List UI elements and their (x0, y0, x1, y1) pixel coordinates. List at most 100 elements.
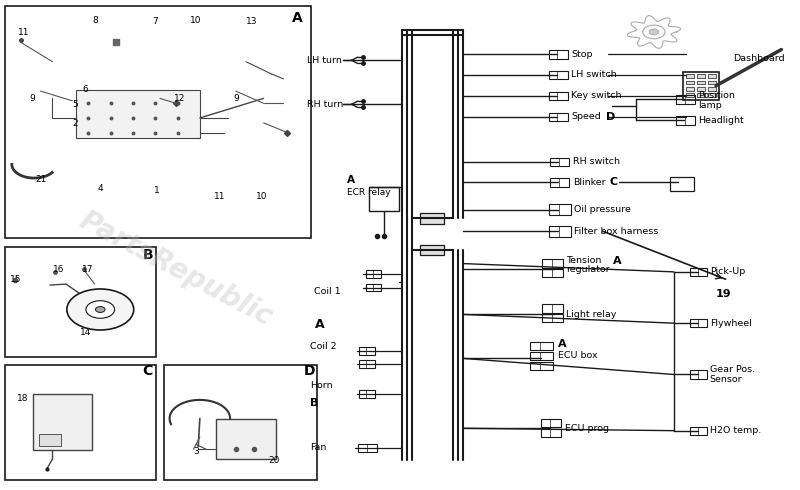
Text: 20: 20 (268, 457, 280, 465)
Bar (421, 245, 444, 255)
Bar (5, 247, 156, 357)
Bar (550, 178, 570, 187)
Circle shape (86, 301, 114, 318)
Bar (369, 187, 399, 211)
Text: A: A (558, 339, 567, 349)
Text: Light relay: Light relay (566, 310, 617, 319)
Bar (530, 342, 553, 350)
Text: 21: 21 (36, 174, 47, 184)
Bar (39, 434, 62, 446)
Bar (676, 116, 695, 124)
Circle shape (649, 29, 658, 35)
Text: Coil 2: Coil 2 (310, 342, 336, 351)
Bar (708, 87, 716, 91)
Text: 6: 6 (82, 85, 88, 94)
Text: A: A (291, 11, 302, 25)
Bar (686, 87, 694, 91)
Text: 12: 12 (174, 94, 186, 103)
Bar (549, 113, 568, 121)
Text: A: A (315, 318, 325, 331)
Bar (216, 419, 275, 459)
Text: 18: 18 (17, 394, 28, 403)
Text: 4: 4 (98, 184, 103, 194)
Text: 3: 3 (194, 447, 199, 456)
Text: A: A (613, 256, 621, 266)
Text: Gear Pos.: Gear Pos. (710, 365, 754, 374)
Bar (549, 226, 571, 237)
Text: 2: 2 (72, 120, 78, 128)
Text: Coil 1: Coil 1 (314, 287, 340, 296)
Text: 1: 1 (154, 186, 159, 195)
Bar (697, 74, 705, 78)
Bar (530, 362, 553, 369)
Text: B: B (142, 248, 153, 262)
Text: Pick-Up: Pick-Up (710, 268, 745, 276)
Text: Horn: Horn (310, 381, 332, 390)
Text: ECU prog: ECU prog (565, 424, 609, 433)
Bar (542, 269, 563, 277)
Text: Position: Position (698, 91, 735, 100)
Bar (682, 72, 719, 99)
Text: Fan: Fan (310, 443, 326, 452)
Bar (550, 158, 570, 166)
Text: 10: 10 (190, 16, 202, 24)
Text: C: C (610, 177, 618, 188)
Text: D: D (606, 112, 615, 122)
Circle shape (642, 25, 665, 39)
Text: 19: 19 (715, 289, 731, 299)
Bar (690, 426, 707, 435)
Bar (690, 268, 707, 276)
Text: 16: 16 (53, 265, 64, 274)
Text: Dashboard: Dashboard (734, 54, 785, 63)
Text: RH switch: RH switch (573, 157, 620, 167)
Text: lamp: lamp (698, 101, 722, 110)
Bar (541, 419, 562, 427)
Bar (690, 319, 707, 327)
Text: Speed: Speed (571, 113, 601, 122)
Bar (366, 270, 382, 278)
Bar (421, 213, 444, 223)
Bar (549, 204, 571, 215)
Text: 14: 14 (80, 328, 92, 338)
Text: Headlight: Headlight (698, 116, 744, 125)
Bar (686, 80, 694, 84)
Bar (5, 5, 311, 238)
Text: Filter box harness: Filter box harness (574, 227, 658, 236)
Bar (5, 365, 156, 480)
Bar (542, 314, 563, 322)
Text: Flywheel: Flywheel (710, 318, 751, 328)
Text: C: C (142, 364, 153, 378)
Bar (359, 347, 375, 355)
Text: 7: 7 (152, 17, 158, 25)
Bar (697, 93, 705, 97)
Text: PartsRepublic: PartsRepublic (74, 207, 278, 332)
Bar (359, 360, 375, 368)
Bar (708, 74, 716, 78)
Bar (670, 176, 694, 191)
Text: B: B (310, 398, 318, 408)
Bar (676, 95, 695, 103)
Bar (690, 370, 707, 379)
Bar (359, 390, 375, 398)
Text: D: D (304, 364, 316, 378)
Bar (686, 74, 694, 78)
Text: 13: 13 (246, 17, 258, 25)
Text: H2O temp.: H2O temp. (710, 426, 761, 435)
Text: Oil pressure: Oil pressure (574, 205, 631, 214)
Text: Key switch: Key switch (571, 92, 622, 100)
Bar (33, 394, 92, 450)
Text: 11: 11 (214, 192, 226, 200)
Text: Blinker: Blinker (573, 178, 606, 187)
Text: A: A (347, 175, 355, 185)
Text: Stop: Stop (571, 50, 593, 59)
Bar (697, 87, 705, 91)
Text: 9: 9 (30, 94, 35, 103)
Circle shape (67, 289, 134, 330)
Text: ECU box: ECU box (558, 351, 598, 361)
Bar (542, 259, 563, 268)
Bar (686, 93, 694, 97)
Text: 9: 9 (234, 94, 239, 103)
Text: 5: 5 (72, 100, 78, 109)
Bar (542, 304, 563, 313)
Bar (549, 92, 568, 100)
